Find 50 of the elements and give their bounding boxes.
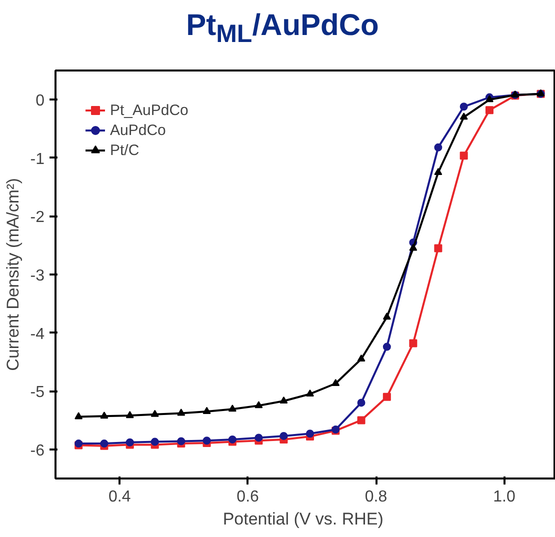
- point: [460, 152, 468, 160]
- point: [280, 432, 288, 440]
- point: [357, 354, 366, 362]
- chart-title: Pt$_{ML}$/AuPdCo: [185, 8, 380, 50]
- point: [357, 398, 366, 407]
- point: [434, 143, 442, 152]
- point: [357, 416, 366, 424]
- y-tick-label: -4: [30, 326, 45, 343]
- point: [126, 438, 134, 446]
- point: [332, 378, 340, 386]
- point: [177, 437, 186, 446]
- point: [254, 434, 263, 442]
- point: [434, 244, 442, 252]
- point: [434, 168, 442, 176]
- legend-label: Pt/C: [110, 142, 140, 158]
- legend-label: AuPdCo: [110, 122, 166, 138]
- point: [409, 339, 418, 348]
- point: [254, 401, 263, 408]
- point: [485, 106, 494, 114]
- point: [74, 412, 83, 420]
- point: [460, 112, 468, 120]
- x-tick-label: 0.6: [236, 488, 260, 506]
- point: [100, 412, 108, 419]
- point: [177, 408, 186, 416]
- y-tick-label: 0: [36, 92, 45, 110]
- y-tick-label: -5: [30, 384, 45, 402]
- y-axis-title: Current Density (mA/cm²): [3, 178, 22, 371]
- point: [382, 312, 391, 320]
- y-tick-label: -3: [30, 268, 45, 284]
- point: [280, 396, 288, 404]
- x-axis-title: Potential (V vs. RHE): [222, 510, 384, 528]
- x-tick-label: 0.8: [364, 488, 388, 506]
- point: [150, 438, 159, 446]
- legend-label: Pt_AuPdCo: [110, 102, 188, 118]
- point: [228, 404, 236, 412]
- point: [460, 102, 468, 111]
- point: [409, 244, 418, 251]
- point: [306, 430, 314, 438]
- y-tick-label: -1: [30, 150, 45, 168]
- x-tick-label: 0.4: [108, 488, 131, 506]
- point: [126, 411, 134, 418]
- point: [306, 389, 314, 397]
- y-tick-label: -6: [30, 442, 45, 460]
- point: [382, 342, 391, 351]
- point: [202, 406, 211, 414]
- point: [382, 392, 391, 401]
- y-tick-label: -2: [30, 209, 45, 226]
- point: [150, 410, 159, 417]
- x-tick-label: 1.0: [493, 488, 516, 506]
- point: [228, 435, 236, 444]
